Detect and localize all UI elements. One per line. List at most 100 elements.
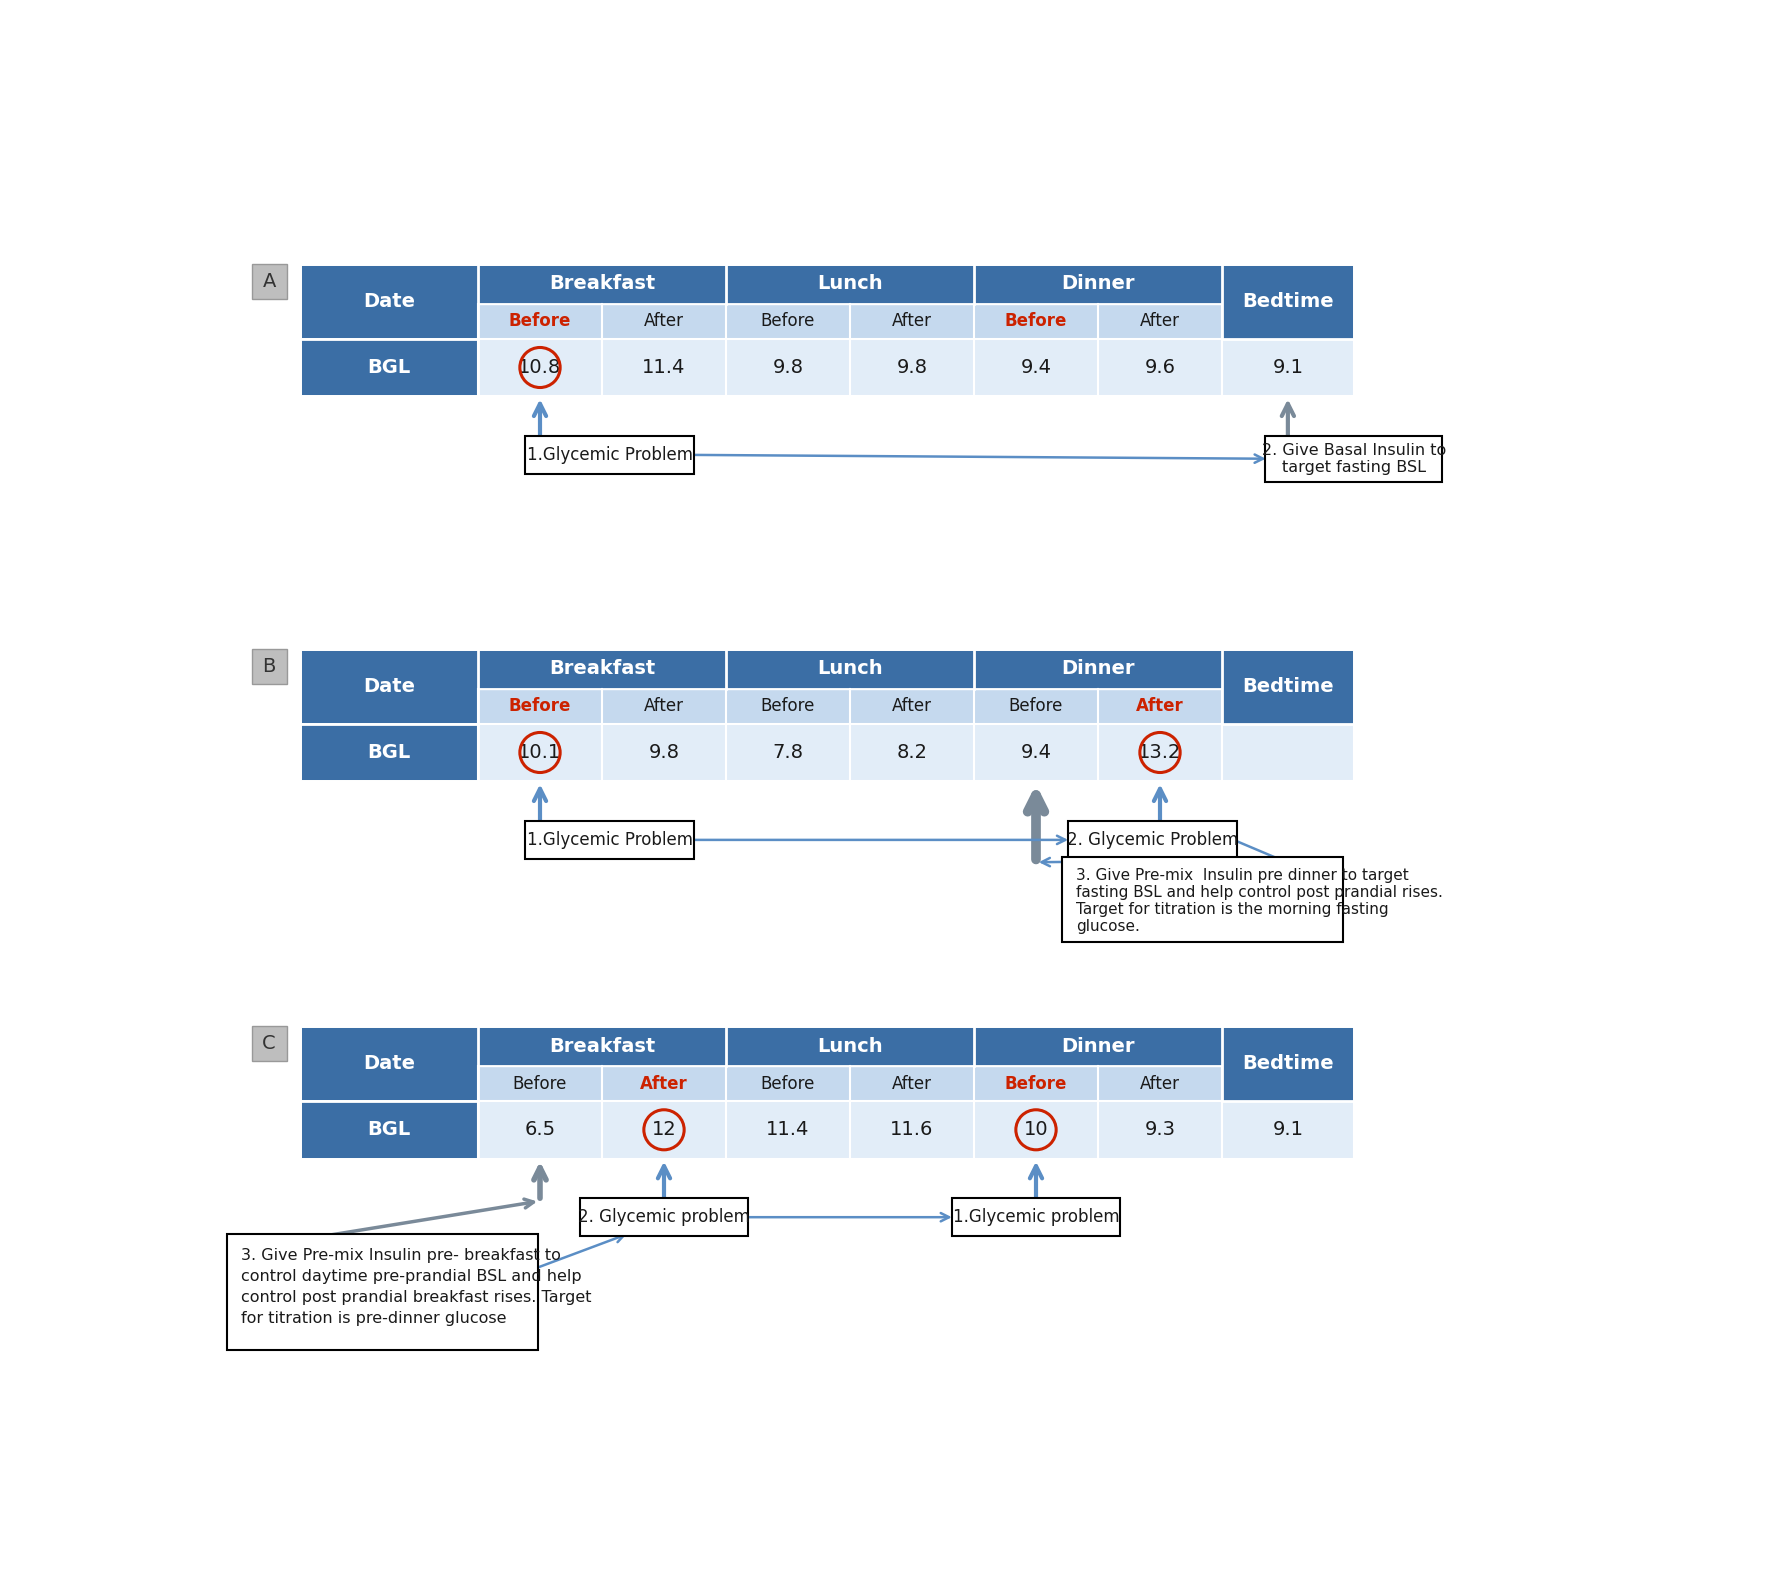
- Text: Dinner: Dinner: [1061, 1036, 1134, 1055]
- Text: 11.4: 11.4: [642, 358, 686, 377]
- Text: Date: Date: [363, 677, 414, 695]
- Text: fasting BSL and help control post prandial rises.: fasting BSL and help control post prandi…: [1076, 885, 1444, 900]
- Text: Dinner: Dinner: [1061, 274, 1134, 293]
- Text: Breakfast: Breakfast: [549, 1036, 654, 1055]
- Bar: [300, 263, 1353, 304]
- Text: Lunch: Lunch: [818, 1036, 884, 1055]
- Text: 2. Glycemic Problem: 2. Glycemic Problem: [1067, 831, 1237, 848]
- Text: 9.1: 9.1: [1273, 358, 1303, 377]
- Text: After: After: [644, 312, 685, 330]
- Text: After: After: [893, 1074, 932, 1093]
- Text: 9.8: 9.8: [772, 358, 804, 377]
- Text: control post prandial breakfast rises. Target: control post prandial breakfast rises. T…: [240, 1290, 592, 1304]
- Text: B: B: [263, 656, 276, 677]
- Bar: [478, 1066, 1221, 1101]
- Bar: [1221, 648, 1353, 724]
- Text: Lunch: Lunch: [818, 274, 884, 293]
- Text: Bedtime: Bedtime: [1243, 677, 1334, 695]
- Text: 12: 12: [651, 1120, 676, 1139]
- Bar: [478, 304, 1221, 339]
- Text: 9.3: 9.3: [1145, 1120, 1175, 1139]
- Text: After: After: [1136, 697, 1184, 716]
- Text: A: A: [263, 271, 276, 290]
- FancyBboxPatch shape: [1061, 856, 1342, 941]
- Bar: [252, 648, 286, 683]
- Bar: [252, 263, 286, 298]
- Text: 9.6: 9.6: [1145, 358, 1175, 377]
- FancyBboxPatch shape: [228, 1235, 539, 1350]
- Text: After: After: [893, 312, 932, 330]
- Text: for titration is pre-dinner glucose: for titration is pre-dinner glucose: [240, 1310, 507, 1326]
- Text: Before: Before: [509, 697, 571, 716]
- Bar: [252, 1027, 286, 1061]
- Bar: [300, 648, 478, 724]
- Text: BGL: BGL: [368, 358, 411, 377]
- Text: BGL: BGL: [368, 743, 411, 762]
- Text: After: After: [1140, 1074, 1181, 1093]
- Text: Breakfast: Breakfast: [549, 659, 654, 678]
- Text: C: C: [263, 1035, 276, 1053]
- Text: 9.4: 9.4: [1021, 358, 1051, 377]
- Text: 10: 10: [1024, 1120, 1049, 1139]
- Text: 13.2: 13.2: [1138, 743, 1182, 762]
- Text: After: After: [1140, 312, 1181, 330]
- Text: 10.1: 10.1: [519, 743, 562, 762]
- Bar: [300, 1101, 478, 1159]
- Bar: [300, 339, 478, 396]
- Text: Before: Before: [509, 312, 571, 330]
- Bar: [478, 689, 1221, 724]
- Bar: [300, 1027, 1353, 1066]
- Bar: [300, 724, 478, 781]
- Text: Before: Before: [761, 312, 814, 330]
- Text: Before: Before: [1005, 1074, 1067, 1093]
- Text: After: After: [640, 1074, 688, 1093]
- Text: Before: Before: [1005, 312, 1067, 330]
- FancyBboxPatch shape: [951, 1199, 1120, 1236]
- Bar: [300, 1027, 478, 1101]
- Text: 7.8: 7.8: [772, 743, 804, 762]
- Text: control daytime pre-prandial BSL and help: control daytime pre-prandial BSL and hel…: [240, 1269, 581, 1284]
- Text: Lunch: Lunch: [818, 659, 884, 678]
- Text: After: After: [644, 697, 685, 716]
- Text: 1.Glycemic Problem: 1.Glycemic Problem: [526, 831, 693, 848]
- Text: 1.Glycemic problem: 1.Glycemic problem: [953, 1208, 1120, 1227]
- FancyBboxPatch shape: [1266, 435, 1442, 483]
- Text: Date: Date: [363, 1053, 414, 1072]
- Text: Before: Before: [1008, 697, 1063, 716]
- Text: 2. Glycemic problem: 2. Glycemic problem: [578, 1208, 750, 1227]
- FancyBboxPatch shape: [1069, 820, 1237, 859]
- Text: Breakfast: Breakfast: [549, 274, 654, 293]
- Bar: [478, 1101, 1353, 1159]
- Text: BGL: BGL: [368, 1120, 411, 1139]
- Text: 9.8: 9.8: [896, 358, 928, 377]
- Text: 9.1: 9.1: [1273, 1120, 1303, 1139]
- Bar: [300, 263, 478, 339]
- Text: Before: Before: [512, 1074, 567, 1093]
- Text: target fasting BSL: target fasting BSL: [1282, 460, 1426, 475]
- Text: Bedtime: Bedtime: [1243, 1053, 1334, 1072]
- Text: Dinner: Dinner: [1061, 659, 1134, 678]
- Bar: [478, 724, 1353, 781]
- Text: Date: Date: [363, 292, 414, 311]
- FancyBboxPatch shape: [580, 1199, 749, 1236]
- Bar: [300, 648, 1353, 689]
- Text: 11.6: 11.6: [891, 1120, 933, 1139]
- FancyBboxPatch shape: [525, 435, 693, 475]
- Text: Before: Before: [761, 1074, 814, 1093]
- Text: After: After: [893, 697, 932, 716]
- Text: Before: Before: [761, 697, 814, 716]
- Text: 3. Give Pre-mix  Insulin pre dinner to target: 3. Give Pre-mix Insulin pre dinner to ta…: [1076, 867, 1408, 883]
- Text: 10.8: 10.8: [519, 358, 562, 377]
- Text: 3. Give Pre-mix Insulin pre- breakfast to: 3. Give Pre-mix Insulin pre- breakfast t…: [240, 1247, 560, 1263]
- Text: 11.4: 11.4: [766, 1120, 809, 1139]
- FancyBboxPatch shape: [525, 820, 693, 859]
- Text: Bedtime: Bedtime: [1243, 292, 1334, 311]
- Text: 6.5: 6.5: [525, 1120, 555, 1139]
- Text: 1.Glycemic Problem: 1.Glycemic Problem: [526, 446, 693, 464]
- Text: glucose.: glucose.: [1076, 919, 1140, 934]
- Bar: [478, 339, 1353, 396]
- Bar: [1221, 263, 1353, 339]
- Text: 9.8: 9.8: [649, 743, 679, 762]
- Text: 8.2: 8.2: [896, 743, 928, 762]
- Text: Target for titration is the morning fasting: Target for titration is the morning fast…: [1076, 902, 1389, 916]
